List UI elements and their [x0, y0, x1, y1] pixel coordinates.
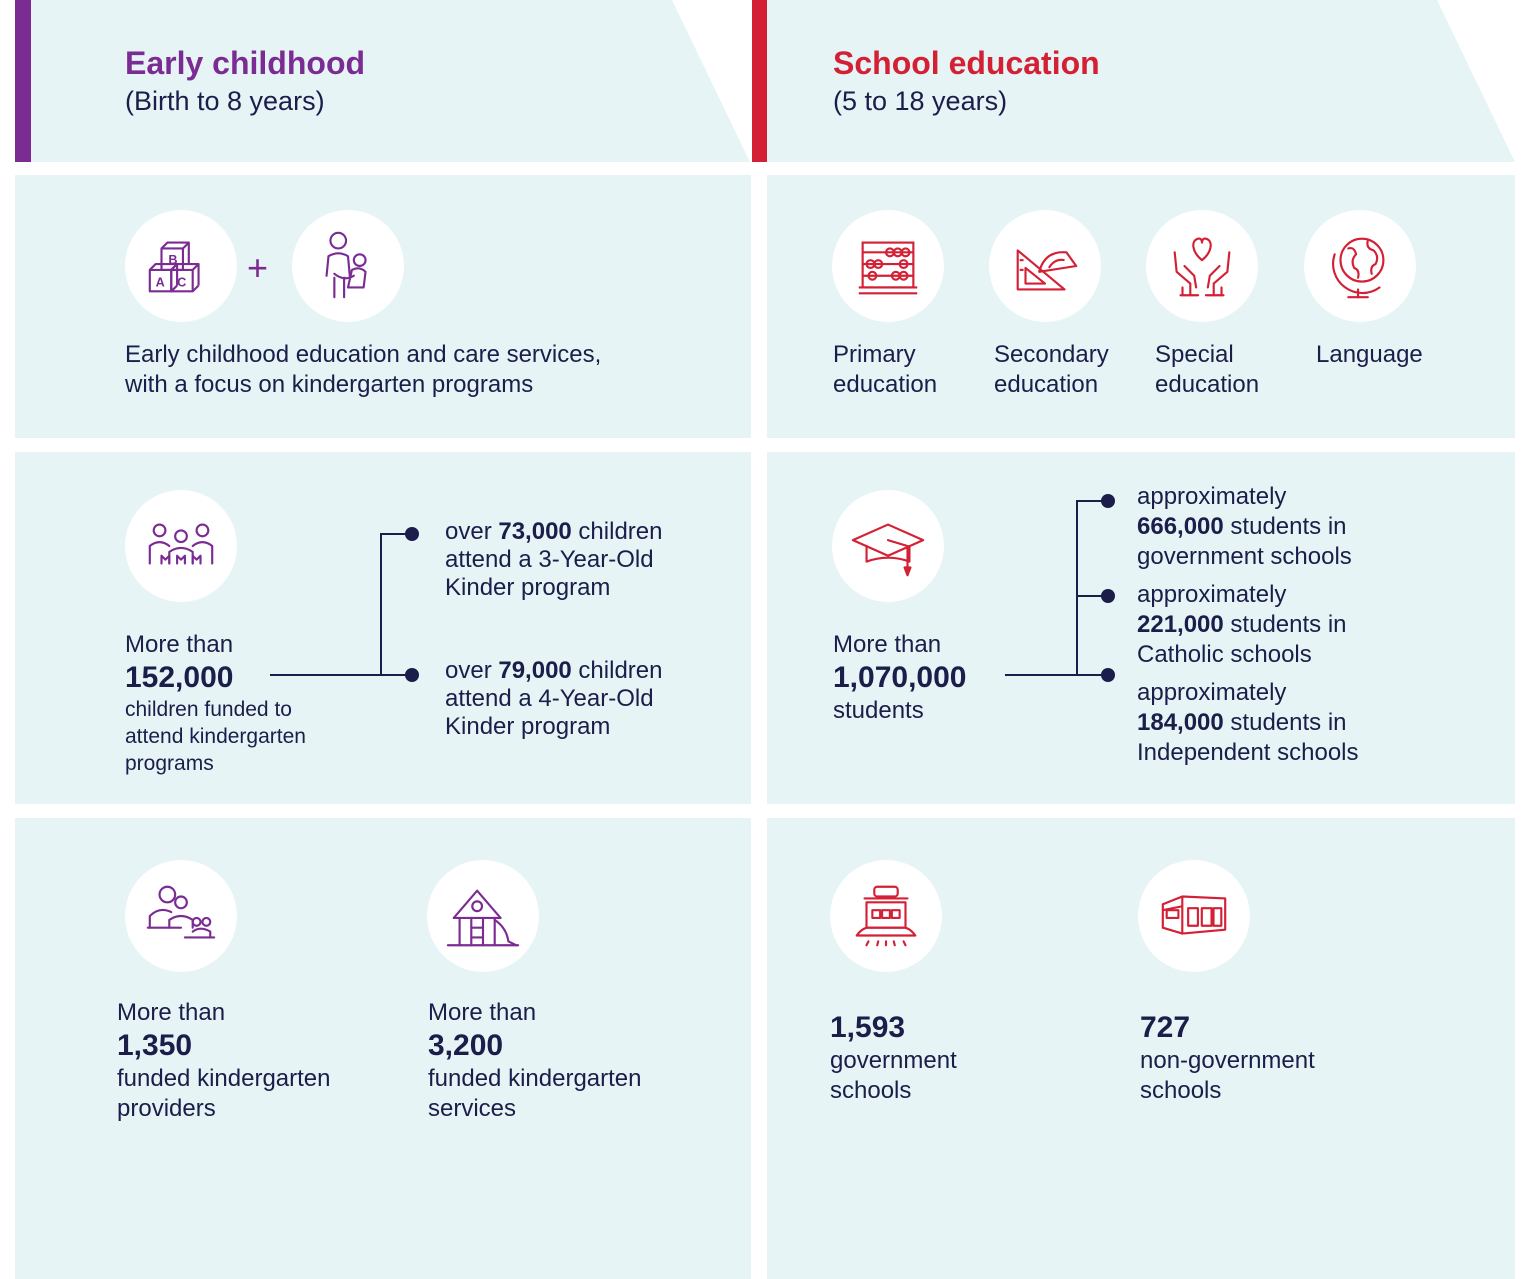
branch-dot [1101, 668, 1115, 682]
early-services-line1: Early childhood education and care servi… [125, 341, 602, 368]
school-branch1-number: 666,000 [1137, 513, 1224, 540]
early-title: Early childhood [125, 45, 366, 81]
school-branch1-line1: approximately [1137, 483, 1287, 510]
category-language-line1: Language [1316, 341, 1423, 368]
students-prefix: More than [833, 631, 942, 658]
branch-dot [1101, 494, 1115, 508]
funded-line3: programs [125, 752, 214, 775]
services-line2: services [428, 1095, 517, 1122]
category-special-line2: education [1155, 371, 1260, 398]
branch1-post: children [571, 518, 663, 545]
educator-children-icon [125, 860, 237, 972]
school-connector-middle [1076, 595, 1108, 597]
providers-line2: providers [117, 1095, 216, 1122]
branch1-line3: Kinder program [445, 574, 611, 601]
hands-heart-icon [1146, 210, 1258, 322]
svg-text:B: B [168, 253, 177, 267]
school-title: School education [833, 45, 1100, 81]
school-accent-bar [752, 0, 767, 162]
providers-line1: funded kindergarten [117, 1065, 331, 1092]
graduation-cap-icon [832, 490, 944, 602]
category-primary-line2: education [833, 371, 938, 398]
branch1-number: 73,000 [498, 518, 572, 545]
branch2-post: children [571, 657, 663, 684]
non-government-school-icon [1138, 860, 1250, 972]
services-prefix: More than [428, 999, 537, 1026]
services-line1: funded kindergarten [428, 1065, 642, 1092]
government-school-icon [830, 860, 942, 972]
blocks-icon: B A C [125, 210, 237, 322]
school-connector-vertical [1076, 500, 1078, 676]
category-secondary-line2: education [994, 371, 1099, 398]
svg-text:A: A [156, 275, 165, 289]
early-connector-stem [270, 674, 412, 676]
providers-prefix: More than [117, 999, 226, 1026]
school-branch2-post: students in [1223, 611, 1347, 638]
school-branch2-line3: Catholic schools [1137, 641, 1312, 668]
branch2-line2: attend a 4-Year-Old [445, 685, 654, 712]
school-subtitle: (5 to 18 years) [833, 86, 1008, 116]
branch2-pre: over [445, 657, 499, 684]
branch-dot [405, 527, 419, 541]
set-square-protractor-icon [989, 210, 1101, 322]
branch-dot [405, 668, 419, 682]
plus-sign: + [247, 247, 269, 288]
funded-line2: attend kindergarten [125, 725, 306, 748]
family-icon [125, 490, 237, 602]
school-connector-top [1076, 500, 1108, 502]
students-number: 1,070,000 [833, 661, 967, 694]
branch1-pre: over [445, 518, 499, 545]
school-branch2-number: 221,000 [1137, 611, 1224, 638]
students-suffix: students [833, 697, 924, 724]
branch2-number: 79,000 [498, 657, 572, 684]
category-secondary-line1: Secondary [994, 341, 1109, 368]
early-connector-top [380, 533, 412, 535]
school-branch3-line3: Independent schools [1137, 739, 1359, 766]
funded-line1: children funded to [125, 698, 292, 721]
gov-schools-line2: schools [830, 1077, 912, 1104]
header-band [15, 0, 1515, 162]
abacus-icon [832, 210, 944, 322]
svg-text:C: C [177, 275, 186, 289]
school-branch3-line1: approximately [1137, 679, 1287, 706]
category-primary-line1: Primary [833, 341, 916, 368]
gov-schools-line1: government [830, 1047, 957, 1074]
parent-child-icon [292, 210, 404, 322]
school-branch3-post: students in [1223, 709, 1347, 736]
nongov-schools-line1: non-government [1140, 1047, 1315, 1074]
providers-number: 1,350 [117, 1029, 193, 1062]
playground-icon [427, 860, 539, 972]
school-branch3-number: 184,000 [1137, 709, 1224, 736]
services-number: 3,200 [428, 1029, 504, 1062]
school-branch1-line3: government schools [1137, 543, 1352, 570]
gov-schools-number: 1,593 [830, 1011, 906, 1044]
school-branch2-line1: approximately [1137, 581, 1287, 608]
branch1-line2: attend a 3-Year-Old [445, 546, 654, 573]
branch-dot [1101, 589, 1115, 603]
school-connector-stem [1005, 674, 1108, 676]
category-special-line1: Special [1155, 341, 1234, 368]
early-subtitle: (Birth to 8 years) [125, 86, 325, 116]
nongov-schools-line2: schools [1140, 1077, 1222, 1104]
early-accent-bar [15, 0, 31, 162]
early-services-line2: with a focus on kindergarten programs [125, 371, 534, 398]
branch2-line3: Kinder program [445, 713, 611, 740]
nongov-schools-number: 727 [1140, 1011, 1191, 1044]
globe-icon [1304, 210, 1416, 322]
early-connector-vertical [380, 533, 382, 676]
school-branch1-post: students in [1223, 513, 1347, 540]
funded-prefix: More than [125, 631, 234, 658]
funded-number: 152,000 [125, 661, 234, 694]
